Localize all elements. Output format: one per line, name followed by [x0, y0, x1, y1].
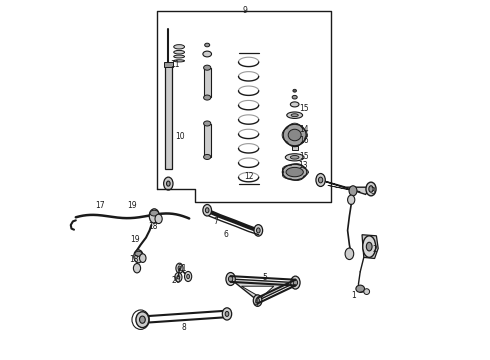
Ellipse shape — [369, 186, 373, 192]
Ellipse shape — [176, 263, 183, 273]
Ellipse shape — [286, 167, 303, 177]
Ellipse shape — [287, 112, 303, 118]
Text: 7: 7 — [213, 217, 218, 226]
Ellipse shape — [291, 276, 300, 289]
Ellipse shape — [282, 164, 307, 180]
Text: 12: 12 — [244, 172, 253, 181]
Ellipse shape — [347, 195, 355, 204]
Ellipse shape — [256, 298, 259, 303]
Bar — [164, 62, 173, 67]
Ellipse shape — [177, 275, 180, 279]
Ellipse shape — [185, 271, 192, 282]
Text: 6: 6 — [223, 230, 228, 239]
Ellipse shape — [167, 181, 170, 186]
Bar — [204, 124, 211, 157]
Text: 18: 18 — [129, 256, 139, 264]
Ellipse shape — [204, 121, 211, 126]
Text: 16: 16 — [299, 136, 309, 145]
Ellipse shape — [203, 204, 212, 216]
Ellipse shape — [149, 209, 159, 223]
Ellipse shape — [254, 225, 263, 236]
Ellipse shape — [164, 177, 173, 190]
Text: 4: 4 — [253, 299, 258, 307]
Ellipse shape — [136, 312, 149, 328]
Ellipse shape — [140, 316, 145, 323]
Text: 20: 20 — [172, 276, 181, 284]
Ellipse shape — [174, 55, 185, 58]
Text: 15: 15 — [299, 152, 309, 161]
Bar — [292, 146, 297, 150]
Ellipse shape — [283, 124, 306, 146]
Text: 10: 10 — [175, 132, 185, 141]
Ellipse shape — [363, 236, 376, 257]
Ellipse shape — [187, 274, 190, 279]
Text: 19: 19 — [130, 235, 140, 244]
Ellipse shape — [356, 285, 365, 292]
Ellipse shape — [288, 129, 301, 141]
Ellipse shape — [316, 174, 325, 186]
Ellipse shape — [345, 248, 354, 260]
Ellipse shape — [133, 264, 141, 273]
Ellipse shape — [228, 276, 233, 282]
Ellipse shape — [318, 177, 323, 183]
Ellipse shape — [150, 210, 159, 216]
Polygon shape — [242, 286, 274, 298]
Ellipse shape — [204, 154, 211, 159]
Ellipse shape — [204, 65, 211, 70]
Ellipse shape — [367, 242, 372, 251]
Ellipse shape — [349, 186, 357, 196]
Ellipse shape — [257, 228, 260, 233]
Ellipse shape — [174, 60, 185, 62]
Ellipse shape — [205, 208, 209, 213]
Text: 19: 19 — [127, 201, 136, 210]
Ellipse shape — [225, 311, 229, 316]
Ellipse shape — [174, 50, 185, 54]
Bar — [204, 68, 211, 97]
Ellipse shape — [291, 102, 299, 107]
Ellipse shape — [366, 182, 376, 196]
Ellipse shape — [291, 156, 299, 159]
Ellipse shape — [364, 289, 369, 294]
Ellipse shape — [203, 51, 212, 57]
Ellipse shape — [134, 250, 143, 263]
Text: 13: 13 — [298, 161, 307, 170]
Bar — [165, 65, 172, 169]
Ellipse shape — [178, 266, 181, 270]
Polygon shape — [231, 279, 295, 301]
Text: 1: 1 — [351, 292, 356, 300]
Ellipse shape — [205, 43, 210, 47]
Ellipse shape — [291, 114, 298, 117]
Ellipse shape — [135, 251, 142, 256]
Text: 11: 11 — [170, 60, 179, 69]
Ellipse shape — [292, 95, 297, 99]
Polygon shape — [328, 185, 360, 192]
Text: 17: 17 — [96, 201, 105, 210]
Polygon shape — [362, 235, 378, 258]
Ellipse shape — [253, 295, 262, 306]
Ellipse shape — [285, 154, 304, 161]
Ellipse shape — [175, 273, 182, 282]
Text: 21: 21 — [177, 264, 187, 273]
Text: 9: 9 — [243, 6, 247, 15]
Ellipse shape — [174, 45, 185, 49]
Text: 8: 8 — [181, 323, 186, 332]
Text: 14: 14 — [299, 125, 309, 134]
Ellipse shape — [204, 95, 211, 100]
Text: 18: 18 — [148, 222, 158, 231]
Ellipse shape — [155, 214, 162, 224]
Text: 2: 2 — [373, 245, 378, 253]
Polygon shape — [320, 180, 371, 194]
Text: 15: 15 — [299, 104, 309, 113]
Text: 5: 5 — [262, 274, 267, 282]
Ellipse shape — [226, 273, 235, 285]
Ellipse shape — [222, 308, 232, 320]
Ellipse shape — [140, 254, 146, 262]
Text: 3: 3 — [370, 187, 375, 196]
Ellipse shape — [293, 280, 297, 285]
Ellipse shape — [293, 89, 296, 92]
